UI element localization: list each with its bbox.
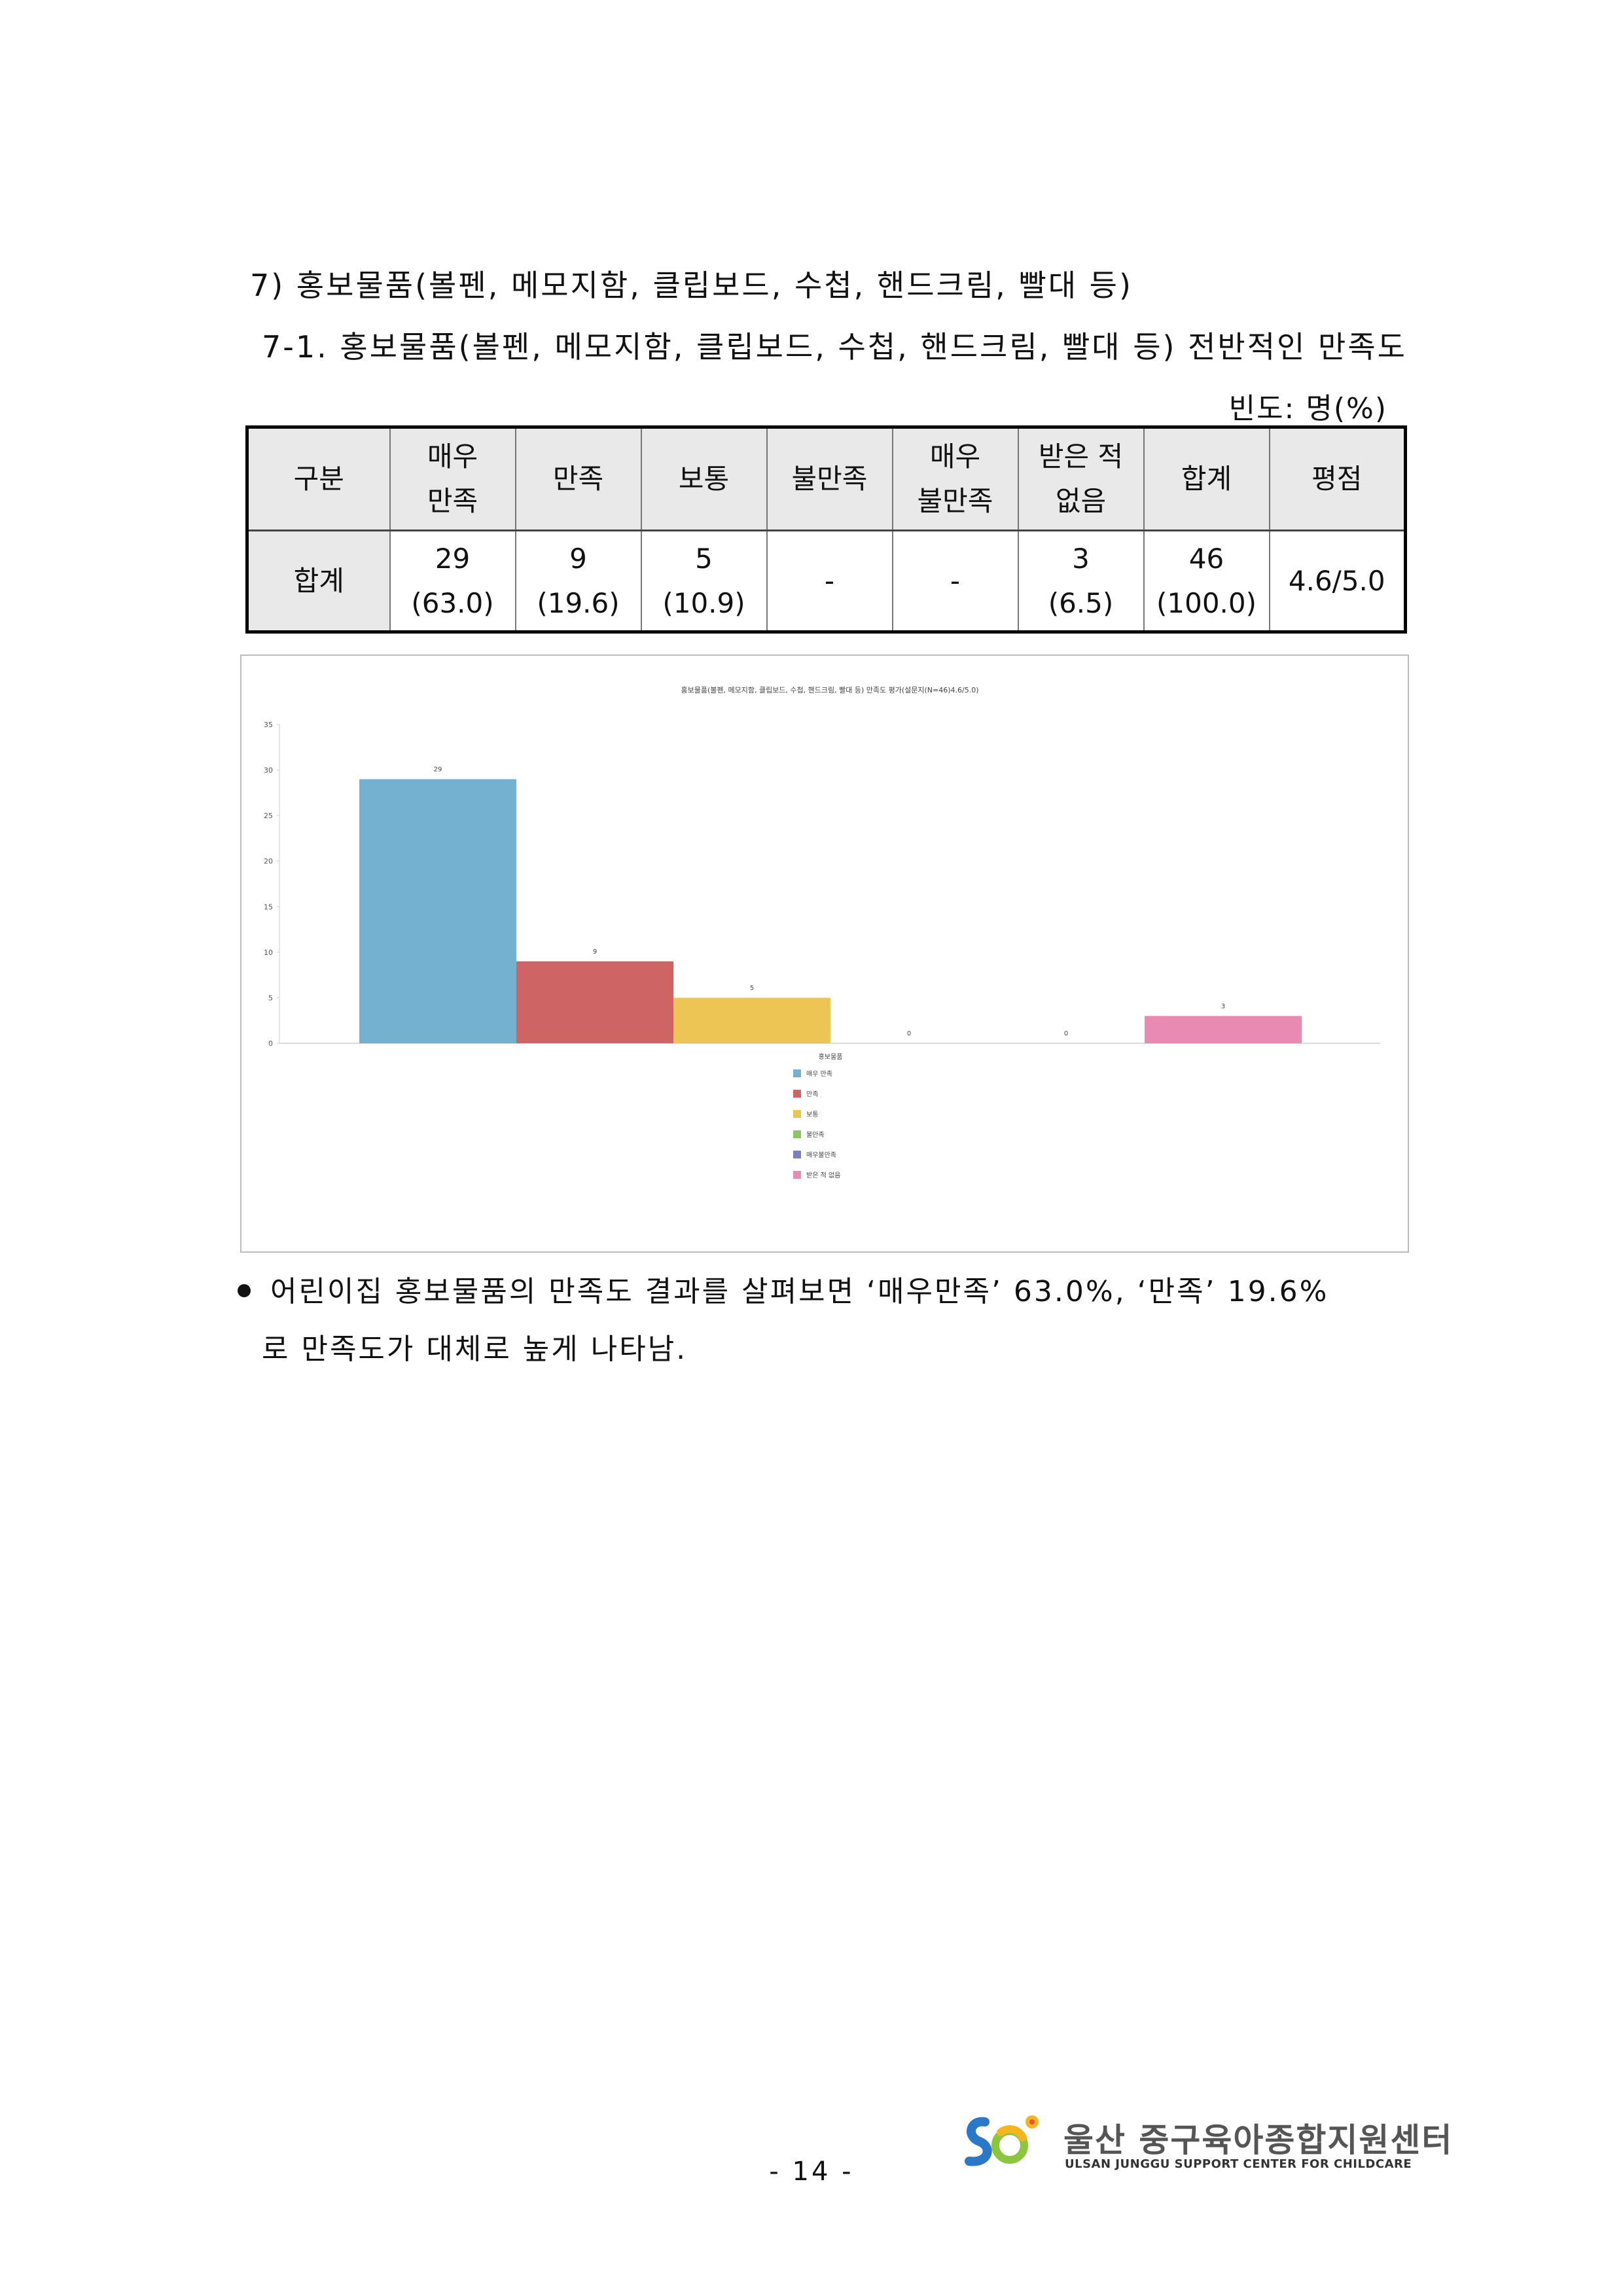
legend-swatch bbox=[793, 1069, 801, 1077]
header-neutral: 보통 bbox=[640, 426, 768, 531]
summary-line-2: 로 만족도가 대체로 높게 나타남. bbox=[262, 1333, 688, 1366]
summary-line-1: 어린이집 홍보물품의 만족도 결과를 살펴보면 ‘매우만족’ 63.0%, ‘만… bbox=[232, 1268, 1329, 1310]
y-tick-label: 25 bbox=[264, 812, 273, 820]
header-very-satisfied: 매우 만족 bbox=[389, 426, 516, 531]
center-logo: 울산 중구육아종합지원센터 ULSAN JUNGGU SUPPORT CENTE… bbox=[959, 2108, 1452, 2179]
cell-never-received: 3 (6.5) bbox=[1017, 529, 1145, 633]
legend-label: 매우불만족 bbox=[806, 1151, 836, 1159]
bar-2 bbox=[673, 997, 830, 1043]
legend-swatch bbox=[793, 1171, 801, 1179]
cell-very-satisfied: 29 (63.0) bbox=[389, 529, 516, 633]
header-never-received: 받은 적 없음 bbox=[1017, 426, 1145, 531]
unit-label: 빈도: 명(%) bbox=[1228, 392, 1387, 425]
header-rating: 평점 bbox=[1268, 426, 1406, 531]
bar-1 bbox=[516, 961, 673, 1043]
cell-satisfied: 9 (19.6) bbox=[514, 529, 642, 633]
bar-value-label: 0 bbox=[1064, 1030, 1068, 1037]
logo-name-english: ULSAN JUNGGU SUPPORT CENTER FOR CHILDCAR… bbox=[1065, 2157, 1412, 2171]
logo-mark-icon bbox=[965, 2115, 1039, 2166]
table-row: 합계 29 (63.0) 9 (19.6) 5 (10.9) - - 3 (6.… bbox=[246, 529, 1406, 633]
y-tick-label: 5 bbox=[268, 994, 273, 1002]
y-tick-label: 35 bbox=[264, 721, 273, 729]
x-axis-label: 홍보물품 bbox=[819, 1052, 843, 1061]
chart-title: 홍보물품(볼펜, 메모지함, 클립보드, 수첩, 핸드크림, 빨대 등) 만족도… bbox=[681, 685, 978, 694]
bar-value-label: 29 bbox=[434, 766, 442, 773]
cell-neutral: 5 (10.9) bbox=[640, 529, 768, 633]
subsection-heading: 7-1. 홍보물품(볼펜, 메모지함, 클립보드, 수첩, 핸드크림, 빨대 등… bbox=[262, 329, 1407, 365]
bar-value-label: 3 bbox=[1221, 1003, 1225, 1010]
cell-rating: 4.6/5.0 bbox=[1268, 529, 1406, 633]
satisfaction-table: 구분 매우 만족 만족 보통 불만족 매우 불만족 받은 적 없음 합계 평점 … bbox=[245, 425, 1407, 634]
bar-value-label: 5 bbox=[750, 984, 754, 992]
cell-dissatisfied: - bbox=[766, 529, 893, 633]
bar-value-label: 9 bbox=[593, 948, 597, 956]
header-satisfied: 만족 bbox=[514, 426, 642, 531]
header-very-dissatisfied: 매우 불만족 bbox=[891, 426, 1019, 531]
cell-very-dissatisfied: - bbox=[891, 529, 1019, 633]
cell-total: 46 (100.0) bbox=[1143, 529, 1270, 633]
bar-5 bbox=[1145, 1016, 1302, 1043]
y-tick-label: 30 bbox=[264, 766, 273, 775]
y-tick-label: 0 bbox=[268, 1039, 273, 1048]
bar-chart: 홍보물품(볼펜, 메모지함, 클립보드, 수첩, 핸드크림, 빨대 등) 만족도… bbox=[240, 655, 1409, 1253]
summary-text-1: 어린이집 홍보물품의 만족도 결과를 살펴보면 ‘매우만족’ 63.0%, ‘만… bbox=[270, 1275, 1329, 1308]
legend-swatch bbox=[793, 1090, 801, 1098]
legend-label: 불만족 bbox=[806, 1131, 825, 1139]
legend-swatch bbox=[793, 1110, 801, 1118]
page-number: - 14 - bbox=[769, 2157, 854, 2187]
logo-name-korean: 울산 중구육아종합지원센터 bbox=[1063, 2121, 1454, 2159]
legend-label: 매우 만족 bbox=[806, 1070, 832, 1078]
section-heading: 7) 홍보물품(볼펜, 메모지함, 클립보드, 수첩, 핸드크림, 빨대 등) bbox=[250, 268, 1133, 303]
legend-swatch bbox=[793, 1151, 801, 1158]
bar-0 bbox=[359, 779, 516, 1043]
legend-label: 보통 bbox=[806, 1111, 818, 1119]
legend-label: 받은 적 없음 bbox=[806, 1171, 840, 1179]
y-tick-label: 10 bbox=[264, 948, 273, 957]
y-tick-label: 20 bbox=[264, 857, 273, 866]
header-category: 구분 bbox=[246, 426, 391, 531]
bar-value-label: 0 bbox=[907, 1030, 911, 1037]
legend-label: 만족 bbox=[806, 1090, 818, 1098]
header-total: 합계 bbox=[1143, 426, 1270, 531]
bar-chart-svg: 홍보물품(볼펜, 메모지함, 클립보드, 수첩, 핸드크림, 빨대 등) 만족도… bbox=[264, 685, 1380, 1179]
row-label: 합계 bbox=[246, 529, 391, 633]
header-dissatisfied: 불만족 bbox=[766, 426, 893, 531]
bullet-icon bbox=[238, 1284, 251, 1297]
y-tick-label: 15 bbox=[264, 903, 273, 911]
legend-swatch bbox=[793, 1130, 801, 1138]
